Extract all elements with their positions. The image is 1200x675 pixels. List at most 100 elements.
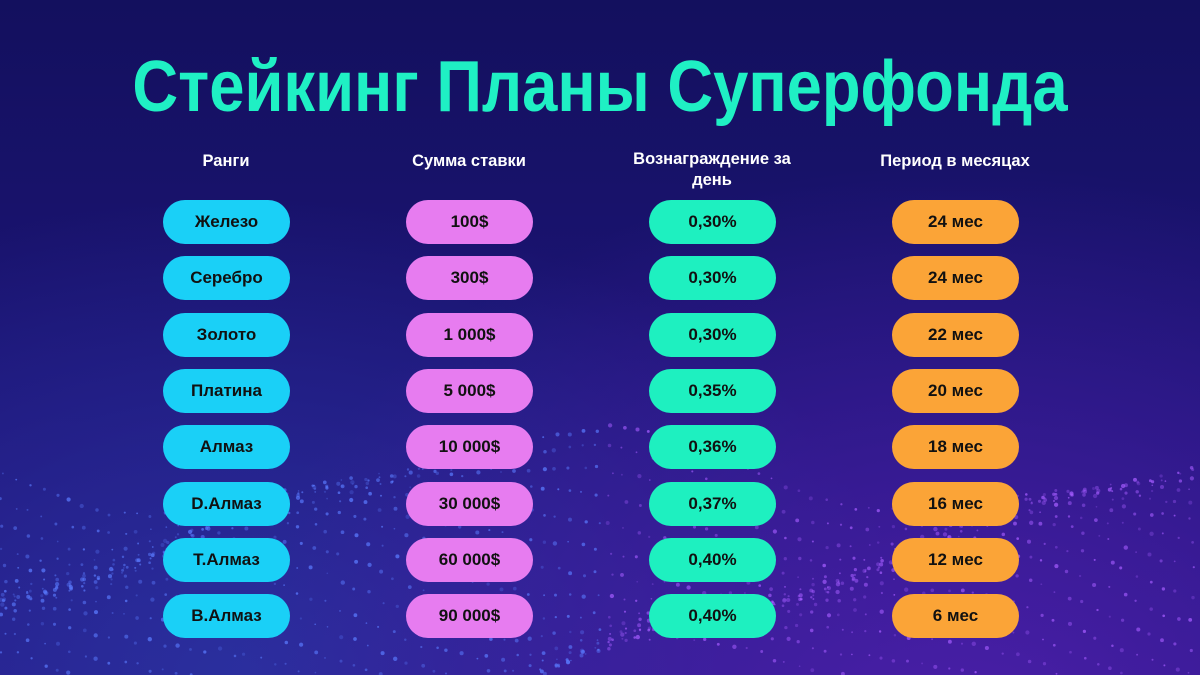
background-dot [825, 590, 828, 594]
background-dot [782, 597, 787, 602]
background-dot [1133, 477, 1137, 482]
background-dot [1136, 480, 1140, 484]
background-dot [597, 594, 600, 597]
background-dot [837, 598, 841, 603]
background-dot [1147, 552, 1152, 557]
background-dot [1080, 599, 1084, 604]
background-dot [565, 660, 571, 665]
background-dot [25, 638, 30, 643]
background-dot [1109, 508, 1114, 513]
background-dot [377, 508, 382, 512]
background-dot [108, 566, 114, 572]
period-pill: 6 мес [892, 594, 1019, 638]
background-dot [244, 526, 249, 531]
reward-pill: 0,40% [649, 594, 776, 638]
background-dot [783, 593, 787, 596]
rank-pill: Алмаз [163, 425, 290, 469]
background-dot [284, 640, 289, 645]
background-dot [484, 654, 489, 658]
background-dot [1053, 591, 1056, 593]
background-dot [579, 653, 584, 658]
background-dot [783, 557, 787, 561]
background-dot [1119, 648, 1124, 653]
background-dot [1178, 479, 1183, 483]
background-dot [1191, 595, 1195, 600]
background-dot [436, 646, 439, 650]
background-dot [0, 497, 2, 501]
background-dot [893, 634, 897, 637]
background-dot [811, 577, 815, 580]
background-dot [930, 588, 935, 593]
background-dot [539, 669, 544, 674]
background-dot [1111, 498, 1114, 501]
background-dot [541, 651, 546, 655]
background-dot [947, 639, 952, 644]
background-dot [568, 489, 572, 492]
background-dot [377, 625, 380, 628]
amount-pill: 90 000$ [406, 594, 533, 638]
background-dot [529, 653, 532, 656]
background-dot [693, 639, 696, 641]
background-dot [957, 535, 960, 538]
background-dot [648, 479, 651, 481]
background-dot [149, 617, 152, 620]
background-dot [876, 568, 880, 572]
background-dot [809, 628, 814, 633]
background-dot [880, 559, 884, 563]
period-pill: 18 мес [892, 425, 1019, 469]
background-dot [135, 616, 139, 620]
background-dot [296, 567, 299, 569]
background-dot [350, 480, 355, 485]
background-dot [93, 559, 96, 561]
background-dot [1151, 658, 1154, 661]
background-dot [107, 574, 113, 579]
background-dot [66, 497, 71, 502]
background-dot [107, 636, 111, 639]
background-dot [417, 467, 421, 470]
background-dot [260, 656, 263, 659]
background-dot [835, 582, 841, 587]
background-dot [322, 480, 327, 485]
background-dot [503, 669, 507, 673]
background-dot [593, 547, 597, 551]
background-dot [286, 522, 290, 525]
reward-pill: 0,30% [649, 313, 776, 357]
background-dot [1025, 493, 1028, 496]
background-dot [500, 471, 502, 473]
background-dot [1096, 608, 1099, 612]
background-dot [390, 480, 393, 484]
background-dot [161, 668, 164, 671]
background-dot [935, 531, 940, 536]
amount-pill: 300$ [406, 256, 533, 300]
background-dot [67, 547, 71, 551]
background-dot [1160, 479, 1163, 482]
background-dot [14, 599, 17, 602]
background-dot [556, 658, 558, 661]
background-dot [1038, 521, 1043, 526]
background-dot [1136, 481, 1141, 486]
background-dot [594, 646, 597, 649]
background-dot [138, 579, 143, 584]
background-dot [1040, 613, 1044, 618]
amount-pill: 60 000$ [406, 538, 533, 582]
background-dot [1106, 522, 1109, 525]
background-dot [703, 637, 707, 642]
background-dot [797, 537, 802, 542]
background-dot [880, 591, 883, 595]
background-dot [1176, 488, 1181, 492]
background-dot [960, 668, 964, 672]
background-dot [826, 586, 829, 589]
period-pill: 24 мес [892, 256, 1019, 300]
background-dot [324, 599, 327, 602]
background-dot [610, 552, 613, 555]
background-dot [876, 508, 880, 513]
background-dot [633, 636, 636, 639]
background-dot [1173, 560, 1176, 563]
background-dot [516, 653, 519, 657]
background-dot [56, 557, 59, 560]
background-dot [1001, 652, 1004, 655]
background-dot [811, 540, 814, 543]
background-dot [323, 529, 327, 534]
background-dot [813, 602, 818, 607]
background-dot [1188, 618, 1193, 622]
